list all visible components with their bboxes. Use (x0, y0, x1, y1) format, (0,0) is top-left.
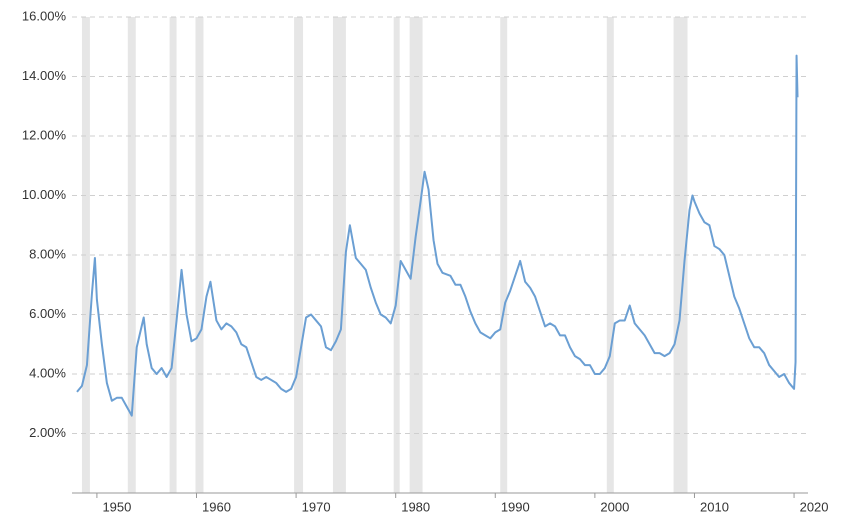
y-tick-label: 16.00% (22, 8, 67, 23)
y-tick-label: 2.00% (29, 425, 66, 440)
x-tick-label: 1950 (102, 499, 131, 514)
y-tick-label: 14.00% (22, 68, 67, 83)
x-tick-label: 1980 (401, 499, 430, 514)
x-tick-label: 1960 (202, 499, 231, 514)
data-line (76, 54, 799, 417)
recession-band (127, 17, 136, 493)
y-tick-label: 8.00% (29, 246, 66, 261)
recession-band (500, 17, 508, 493)
recession-band (606, 17, 614, 493)
y-tick-label: 12.00% (22, 127, 67, 142)
x-tick-label: 2020 (800, 499, 829, 514)
x-tick-label: 1970 (302, 499, 331, 514)
y-tick-label: 4.00% (29, 365, 66, 380)
x-tick-label: 1990 (501, 499, 530, 514)
x-tick-label: 2010 (700, 499, 729, 514)
y-tick-label: 6.00% (29, 306, 66, 321)
x-tick-label: 2000 (600, 499, 629, 514)
y-tick-label: 10.00% (22, 187, 67, 202)
